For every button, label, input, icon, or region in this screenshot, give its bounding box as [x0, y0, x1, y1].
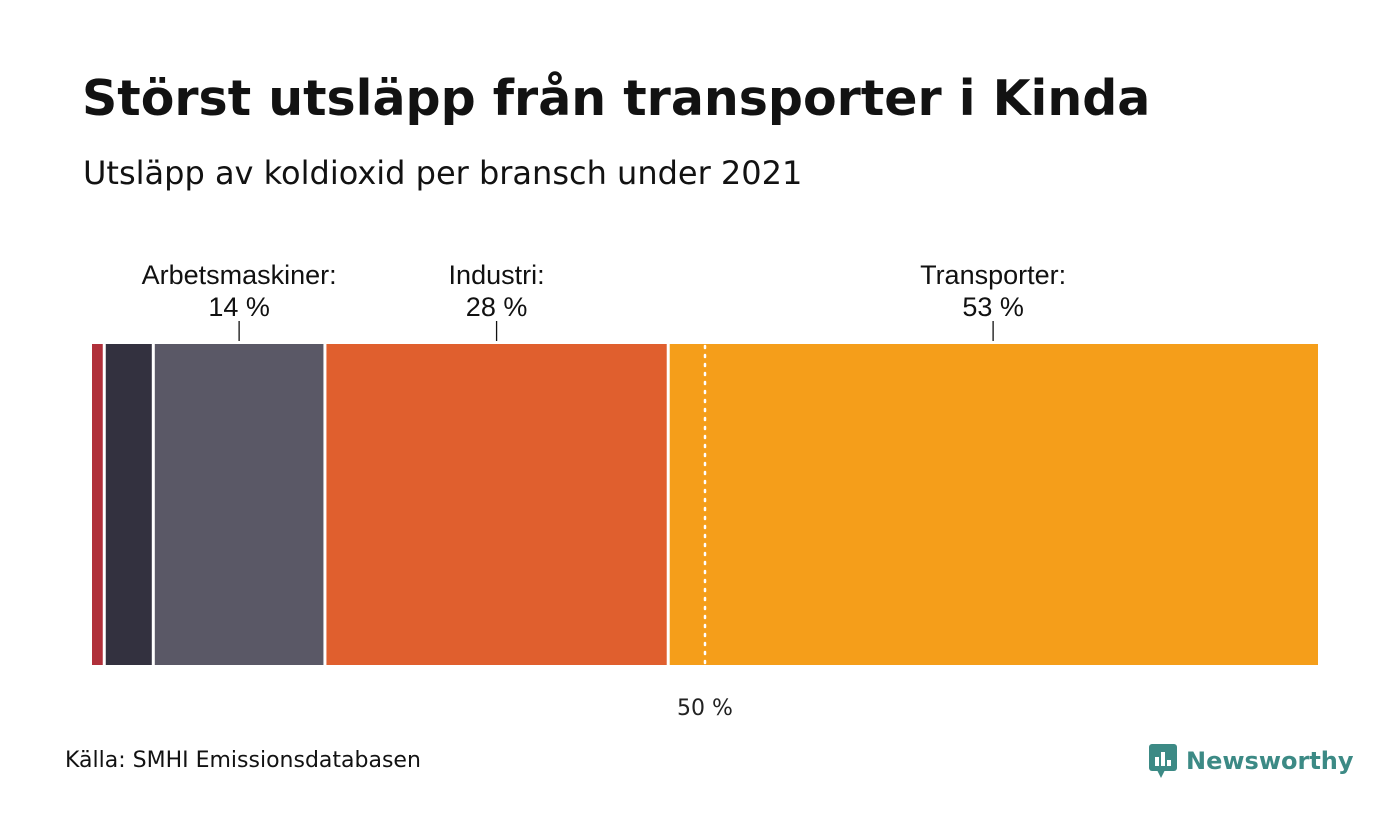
bar-segment-industri [324, 344, 669, 665]
newsworthy-logo-icon [1149, 744, 1177, 778]
stacked-bar-chart: Arbetsmaskiner:14 % Industri:28 % Transpor… [92, 260, 1318, 721]
segment-value-transporter: 53 % [962, 292, 1024, 322]
bar-segment-transporter [668, 344, 1318, 665]
brand-logo: Newsworthy [1148, 742, 1354, 780]
segment-label-transporter: Transporter: [920, 260, 1066, 290]
segment-value-industri: 28 % [466, 292, 528, 322]
brand-name: Newsworthy [1186, 747, 1354, 775]
bar-segment-arbetsmaskiner [153, 344, 325, 665]
bar-segment--vrigt-2 [104, 344, 154, 665]
source-note: Källa: SMHI Emissionsdatabasen [65, 748, 421, 773]
segment-label-arbetsmaskiner: Arbetsmaskiner: [142, 260, 337, 290]
midpoint-label: 50 % [677, 696, 733, 721]
chart-title: Störst utsläpp från transporter i Kinda [82, 70, 1151, 127]
segment-label-industri: Industri: [449, 260, 545, 290]
bar-segment--vrigt [92, 344, 105, 665]
chart-subtitle: Utsläpp av koldioxid per bransch under 2… [83, 154, 803, 192]
segment-value-arbetsmaskiner: 14 % [208, 292, 270, 322]
